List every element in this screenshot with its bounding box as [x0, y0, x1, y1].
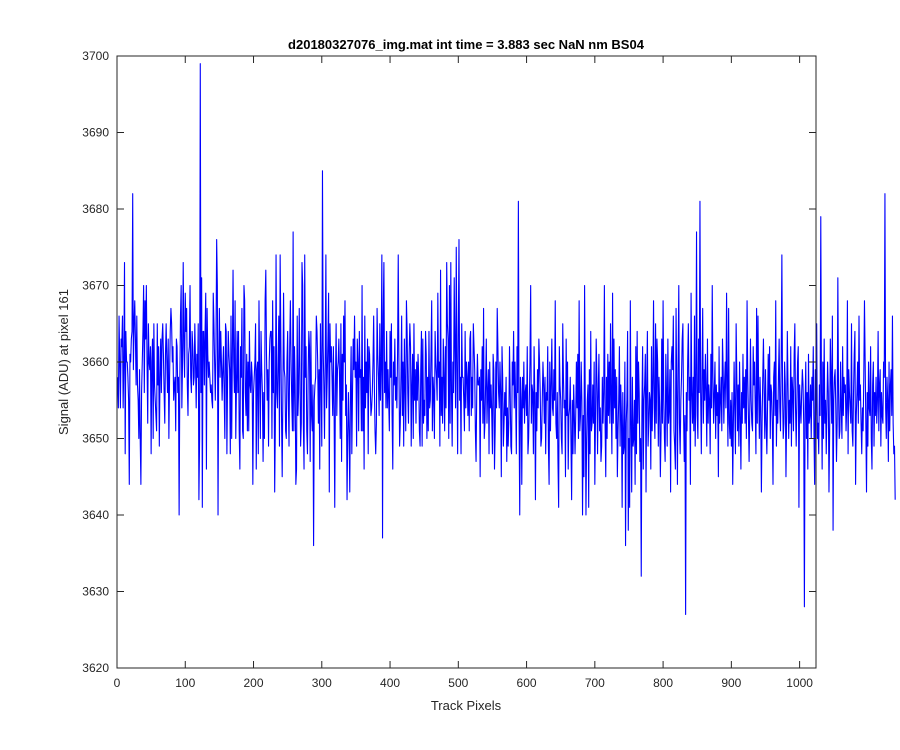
- signal-series-line: [117, 63, 896, 616]
- series-layer: [117, 63, 896, 616]
- y-tick-label: 3700: [82, 49, 109, 63]
- x-tick-label: 100: [175, 676, 195, 690]
- x-tick-label: 0: [114, 676, 121, 690]
- x-tick-label: 900: [721, 676, 741, 690]
- y-axis-label: Signal (ADU) at pixel 161: [56, 289, 71, 435]
- x-tick-label: 500: [448, 676, 468, 690]
- x-tick-label: 1000: [786, 676, 813, 690]
- x-axis-ticks: 0 100 200 300 400 500 600 700 800 900 1000: [114, 56, 813, 690]
- y-axis-ticks: 3620 3630 3640 3650 3660 3670 3680 3690 3700: [82, 49, 816, 675]
- x-tick-label: 600: [517, 676, 537, 690]
- chart-title: d20180327076_img.mat int time = 3.883 se…: [288, 37, 645, 52]
- y-tick-label: 3640: [82, 508, 109, 522]
- x-axis-label: Track Pixels: [431, 698, 502, 713]
- y-tick-label: 3650: [82, 432, 109, 446]
- x-tick-label: 700: [585, 676, 605, 690]
- x-tick-label: 400: [380, 676, 400, 690]
- y-tick-label: 3620: [82, 661, 109, 675]
- y-tick-label: 3630: [82, 585, 109, 599]
- x-tick-label: 800: [653, 676, 673, 690]
- y-tick-label: 3690: [82, 126, 109, 140]
- y-tick-label: 3680: [82, 202, 109, 216]
- y-tick-label: 3670: [82, 279, 109, 293]
- x-tick-label: 300: [312, 676, 332, 690]
- x-tick-label: 200: [244, 676, 264, 690]
- y-tick-label: 3660: [82, 355, 109, 369]
